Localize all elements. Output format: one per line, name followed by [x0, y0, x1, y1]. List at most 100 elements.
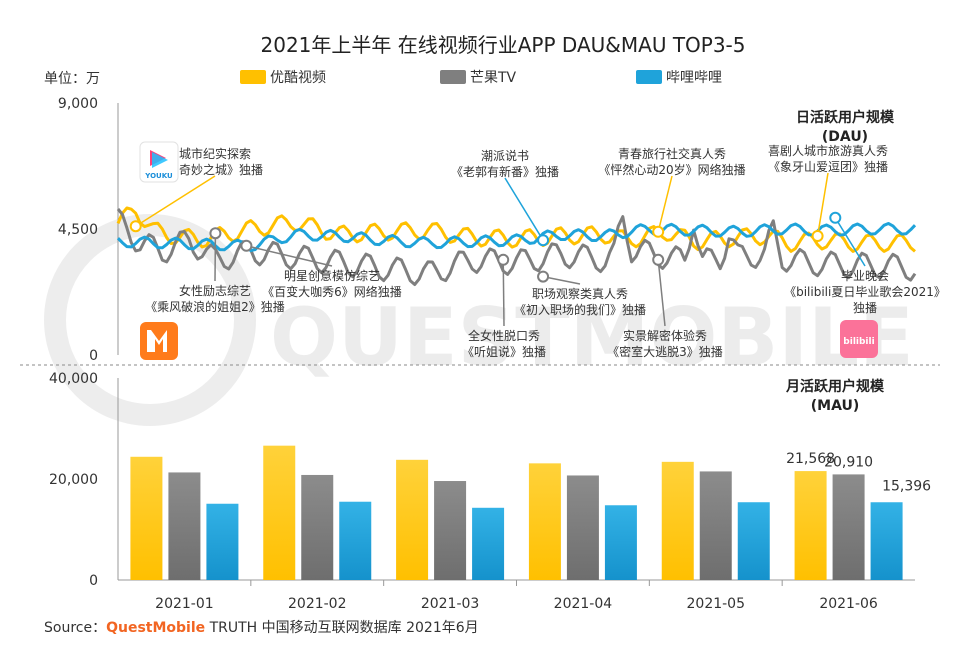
mau-bar	[434, 481, 467, 580]
annotation-leader	[657, 175, 673, 232]
annotation-leader	[135, 175, 216, 227]
mau-x-tick-label: 2021-02	[288, 596, 347, 612]
annotation-text: 《象牙山爱逗团》独播	[768, 160, 888, 174]
mau-bar	[130, 456, 163, 580]
mau-chart-title: 月活跃用户规模	[785, 378, 885, 395]
annotation-dot	[240, 239, 253, 252]
annotation-dot	[652, 225, 665, 238]
dau-chart-subtitle: (DAU)	[822, 129, 868, 145]
mau-bar	[794, 471, 827, 580]
annotation-text: 《bilibili夏日毕业歌会2021》	[784, 284, 946, 299]
annotation-text: 实景解密体验秀	[623, 328, 707, 343]
mau-bar	[870, 502, 903, 580]
dau-chart-title: 日活跃用户规模	[796, 109, 895, 126]
annotation-dot	[537, 234, 550, 247]
unit-label: 单位：万	[44, 71, 100, 87]
youku-logo-label: YOUKU	[144, 172, 173, 180]
legend-label: 优酷视频	[270, 70, 326, 86]
annotation-dot	[652, 253, 665, 266]
annotation-leader	[834, 217, 866, 267]
annotation-dot	[209, 227, 222, 240]
legend: 优酷视频 芒果TV 哔哩哔哩	[240, 70, 722, 86]
mau-bar	[661, 461, 694, 580]
annotation-text: 《百变大咖秀6》网络独播	[262, 284, 402, 299]
annotation-text: 青春旅行社交真人秀	[618, 146, 726, 161]
legend-swatch	[636, 70, 662, 84]
mau-bar	[301, 474, 334, 580]
source-prefix: Source：	[44, 620, 106, 636]
annotation-dot	[497, 253, 510, 266]
mau-data-label: 20,910	[824, 454, 873, 470]
annotation-text: 独播	[853, 301, 877, 315]
annotation-text: 《奇妙之城》独播	[167, 163, 263, 177]
watermark-text: QUESTMOBILE	[270, 291, 914, 384]
annotation-leader	[502, 259, 505, 327]
annotation-text: 《乘风破浪的姐姐2》独播	[145, 299, 285, 314]
annotation-dot	[129, 220, 142, 233]
annotation-text: 职场观察类真人秀	[532, 287, 628, 301]
mgtv-logo-icon	[140, 322, 178, 360]
annotation-leader	[542, 275, 581, 285]
dau-y-tick-label: 0	[89, 348, 98, 364]
mau-x-tick-label: 2021-01	[155, 596, 214, 612]
source-brand: QuestMobile	[106, 620, 205, 636]
mau-bar	[168, 472, 201, 580]
mau-x-tick-label: 2021-03	[421, 596, 480, 612]
annotation-text: 明星创意模仿综艺	[284, 268, 380, 283]
annotation-text: 《老郭有新番》独播	[451, 164, 559, 179]
annotation-text: 全女性脱口秀	[468, 328, 540, 343]
legend-swatch	[240, 70, 266, 84]
watermark: QUESTMOBILE	[44, 214, 914, 426]
annotation-text: 《密室大逃脱3》独播	[607, 344, 723, 359]
annotation-text: 《初入职场的我们》独播	[514, 302, 646, 317]
annotation-text: 喜剧人城市旅游真人秀	[768, 143, 888, 158]
bilibili-logo-icon: bilibili	[840, 320, 878, 358]
mau-y-tick-label: 0	[89, 573, 98, 589]
mau-bar	[472, 507, 505, 580]
mau-x-tick-label: 2021-05	[687, 596, 746, 612]
annotation-text: 女性励志综艺	[179, 283, 251, 298]
dau-chart: 0 4,500 9,000 日活跃用户规模 (DAU) 城市纪实探索《奇妙之城》独播女性励…	[58, 96, 946, 364]
mau-data-label: 15,396	[882, 478, 931, 494]
dau-y-tick-label: 4,500	[58, 222, 98, 238]
mau-bar	[339, 501, 372, 580]
mau-y-tick-label: 40,000	[49, 371, 98, 387]
youku-logo-icon: YOUKU	[139, 141, 179, 183]
annotation-leader	[657, 259, 666, 327]
annotation-leader	[504, 177, 544, 241]
annotation-dot	[811, 230, 824, 242]
legend-swatch	[440, 70, 466, 84]
mau-bar	[396, 459, 429, 580]
dau-series-line	[116, 206, 916, 253]
dau-series-line	[116, 222, 917, 253]
mau-bar	[566, 475, 599, 580]
annotation-dot	[537, 270, 550, 283]
mau-y-tick-label: 20,000	[49, 472, 98, 488]
mau-bar	[832, 474, 865, 580]
legend-label: 哔哩哔哩	[666, 70, 722, 86]
chart-title: 2021年上半年 在线视频行业APP DAU&MAU TOP3-5	[261, 33, 746, 57]
mau-x-tick-label: 2021-06	[819, 596, 878, 612]
mau-bar	[737, 502, 770, 580]
bilibili-logo-label: bilibili	[843, 337, 874, 347]
mau-chart: 0 20,000 40,000 月活跃用户规模 (MAU) 2021-01 2021-02 2…	[49, 371, 931, 612]
mau-data-label: 21,568	[786, 451, 835, 467]
mau-chart-subtitle: (MAU)	[811, 398, 860, 414]
mau-bar	[699, 471, 732, 580]
annotation-dot	[829, 211, 842, 224]
mau-bar	[528, 463, 561, 580]
mau-x-tick-label: 2021-04	[554, 596, 613, 612]
annotation-text: 毕业晚会	[841, 269, 889, 283]
source-line: Source：QuestMobile TRUTH 中国移动互联网数据库 2021…	[44, 620, 479, 636]
mau-bar	[604, 505, 637, 580]
annotation-text: 潮派说书	[481, 148, 529, 163]
annotation-text: 《怦然心动20岁》网络独播	[598, 162, 745, 177]
mau-bar	[263, 445, 296, 580]
source-suffix: TRUTH 中国移动互联网数据库 2021年6月	[205, 620, 479, 636]
annotation-leader	[246, 245, 333, 267]
mau-bar	[206, 503, 239, 580]
annotation-text: 《听姐说》独播	[462, 344, 546, 359]
annotation-text: 城市纪实探索	[179, 146, 251, 161]
